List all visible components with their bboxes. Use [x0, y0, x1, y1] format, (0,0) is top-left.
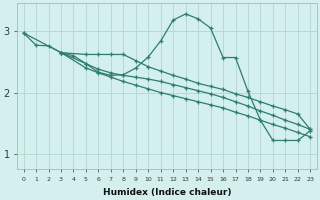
- X-axis label: Humidex (Indice chaleur): Humidex (Indice chaleur): [103, 188, 231, 197]
